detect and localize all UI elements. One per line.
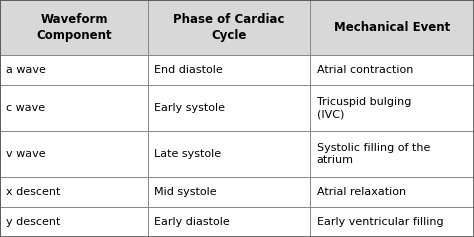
Text: Mechanical Event: Mechanical Event	[334, 21, 450, 34]
Bar	[310, 131, 474, 177]
Text: Tricuspid bulging
(IVC): Tricuspid bulging (IVC)	[317, 97, 411, 119]
Text: a wave: a wave	[6, 65, 46, 75]
Bar	[310, 85, 474, 131]
Bar	[310, 55, 474, 85]
Bar	[0, 0, 148, 55]
Bar	[0, 177, 148, 207]
Text: Waveform
Component: Waveform Component	[36, 13, 112, 42]
Bar	[0, 131, 148, 177]
Bar	[310, 207, 474, 237]
Text: x descent: x descent	[6, 187, 60, 197]
Text: Early ventricular filling: Early ventricular filling	[317, 217, 443, 227]
Bar	[148, 85, 310, 131]
Text: Systolic filling of the
atrium: Systolic filling of the atrium	[317, 143, 430, 165]
Bar	[0, 55, 148, 85]
Text: Atrial contraction: Atrial contraction	[317, 65, 413, 75]
Bar	[0, 85, 148, 131]
Text: Mid systole: Mid systole	[155, 187, 217, 197]
Text: y descent: y descent	[6, 217, 60, 227]
Text: Early systole: Early systole	[155, 103, 226, 113]
Bar	[310, 0, 474, 55]
Text: Atrial relaxation: Atrial relaxation	[317, 187, 406, 197]
Bar	[0, 207, 148, 237]
Text: c wave: c wave	[6, 103, 45, 113]
Text: Early diastole: Early diastole	[155, 217, 230, 227]
Bar	[148, 177, 310, 207]
Bar	[148, 55, 310, 85]
Bar	[148, 0, 310, 55]
Text: End diastole: End diastole	[155, 65, 223, 75]
Bar	[310, 177, 474, 207]
Text: Late systole: Late systole	[155, 149, 222, 159]
Bar	[148, 207, 310, 237]
Text: Phase of Cardiac
Cycle: Phase of Cardiac Cycle	[173, 13, 285, 42]
Text: v wave: v wave	[6, 149, 46, 159]
Bar	[148, 131, 310, 177]
